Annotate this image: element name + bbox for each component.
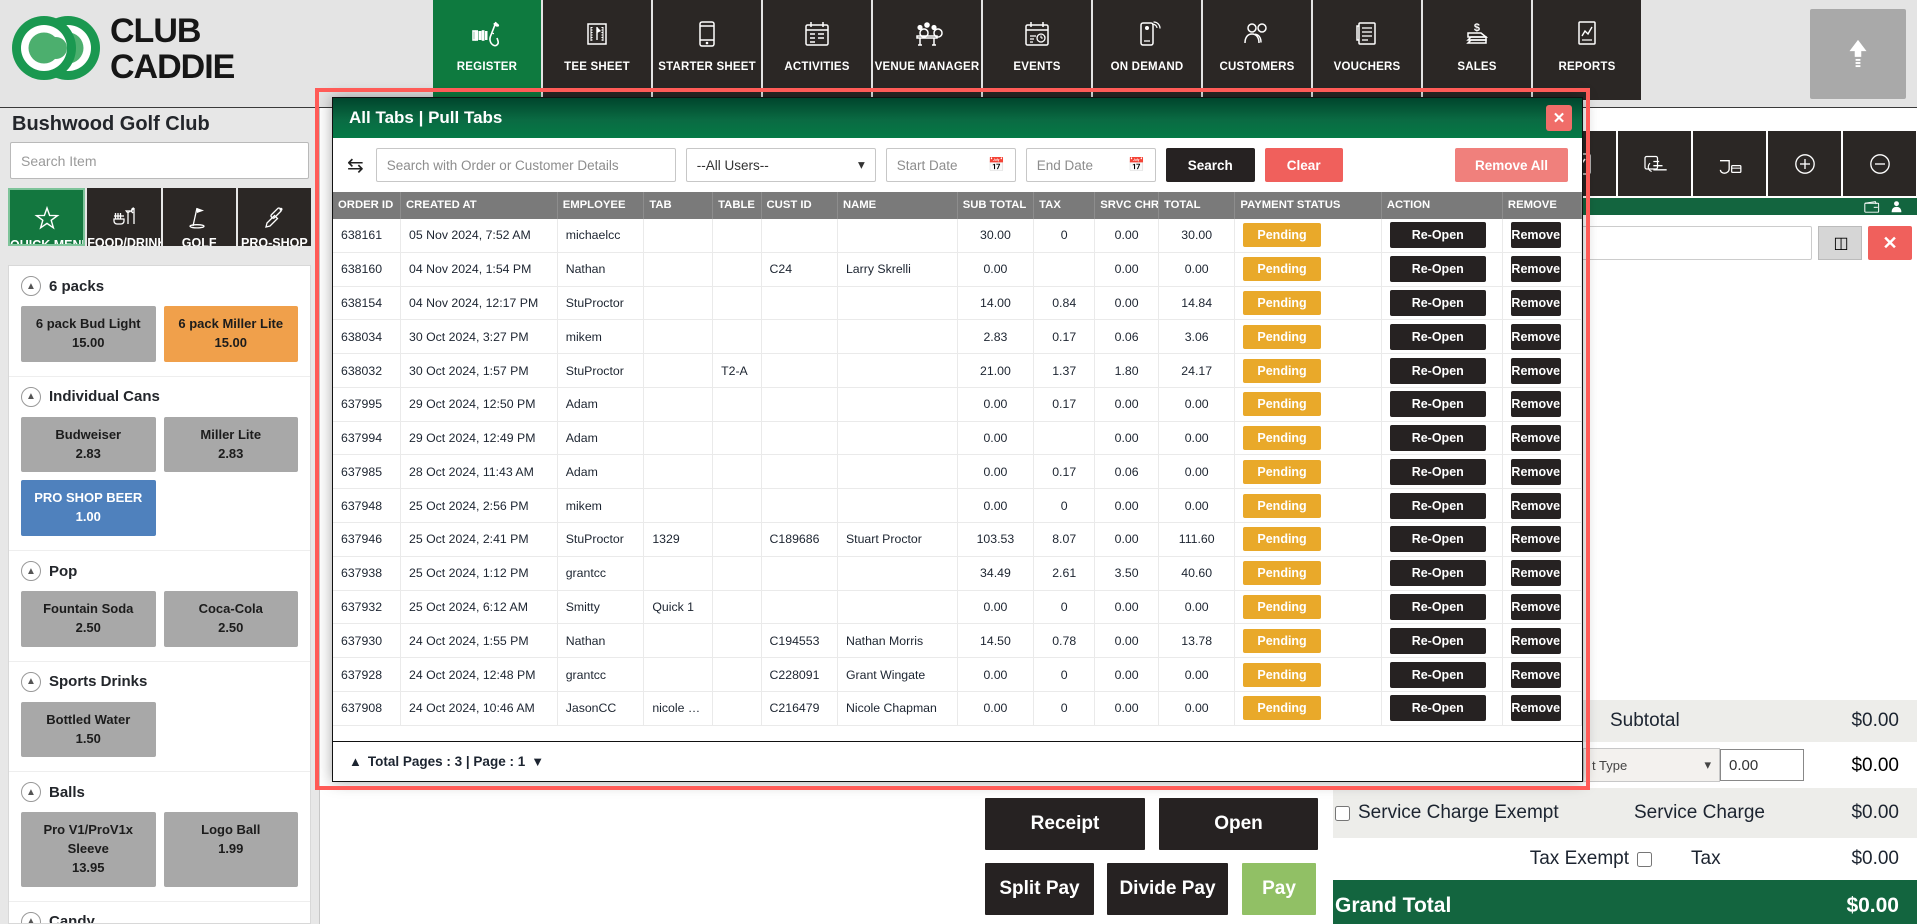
svg-text:$: $: [1474, 22, 1480, 34]
svg-text:CADDIE: CADDIE: [110, 48, 235, 86]
svg-text:CLUB: CLUB: [110, 12, 201, 50]
